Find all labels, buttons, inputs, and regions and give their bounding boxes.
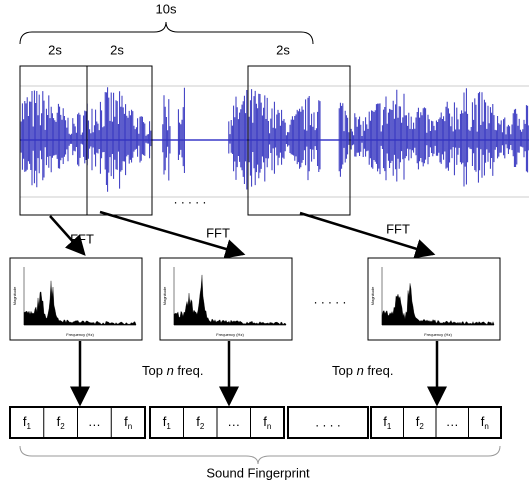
spectrum-y-label: Magnitude bbox=[162, 286, 167, 305]
spectrum-signal bbox=[173, 274, 287, 326]
fft-label: FFT bbox=[70, 231, 94, 246]
text: Top bbox=[332, 363, 357, 378]
window-label: 2s bbox=[48, 42, 62, 57]
arrow bbox=[99, 210, 246, 259]
fingerprint-cell: f1 bbox=[23, 414, 32, 431]
window bbox=[19, 65, 153, 216]
fingerprint-cell: fn bbox=[481, 414, 489, 431]
cell-base: f bbox=[416, 414, 420, 429]
cell-base: f bbox=[481, 414, 485, 429]
spectrum-x-label: Frequency (Hz) bbox=[66, 332, 94, 337]
cell-base: f bbox=[23, 414, 27, 429]
fingerprint-cell: … bbox=[446, 414, 459, 429]
fingerprint-cell: f2 bbox=[57, 414, 66, 431]
window-label: 2s bbox=[110, 42, 124, 57]
cell-sub: 2 bbox=[60, 422, 65, 431]
arrow bbox=[49, 215, 86, 256]
text: freq. bbox=[174, 363, 204, 378]
cell-base: f bbox=[124, 414, 128, 429]
spectrum-signal bbox=[381, 283, 495, 326]
cell-sub: n bbox=[128, 422, 132, 431]
fingerprint-cell: f2 bbox=[196, 414, 205, 431]
fingerprint-cell: … bbox=[88, 414, 101, 429]
spectrum-x-label: Frequency (Hz) bbox=[424, 332, 452, 337]
fingerprint-box bbox=[287, 406, 369, 439]
fingerprint-cell: … bbox=[227, 414, 240, 429]
text: n bbox=[167, 363, 174, 378]
ellipsis: . . . . bbox=[315, 414, 340, 429]
cell-sub: 2 bbox=[200, 422, 205, 431]
cell-base: f bbox=[196, 414, 200, 429]
cell-base: f bbox=[163, 414, 167, 429]
window-label: 2s bbox=[276, 42, 290, 57]
fft-label: FFT bbox=[206, 225, 230, 240]
fingerprint-cell: fn bbox=[263, 414, 271, 431]
fingerprint-bracket bbox=[19, 445, 501, 465]
cell-sub: 2 bbox=[419, 422, 424, 431]
waveform-signal bbox=[19, 87, 529, 192]
cell-base: … bbox=[227, 414, 240, 429]
cell-sub: n bbox=[267, 422, 271, 431]
fingerprint-cell: f2 bbox=[416, 414, 425, 431]
top-label: Top n freq. bbox=[142, 363, 203, 378]
arrows bbox=[49, 210, 447, 407]
footer: Sound Fingerprint bbox=[206, 465, 310, 480]
window bbox=[247, 65, 351, 216]
cell-base: … bbox=[88, 414, 101, 429]
cell-base: f bbox=[57, 414, 61, 429]
fingerprint-cell: f1 bbox=[383, 414, 392, 431]
top-label: Top n freq. bbox=[332, 363, 393, 378]
spectrum-signal bbox=[23, 280, 137, 326]
fingerprint-cell: f1 bbox=[163, 414, 172, 431]
duration-label: 10s bbox=[156, 1, 177, 16]
ellipsis: . . . . . bbox=[174, 191, 207, 206]
fft-label: FFT bbox=[386, 221, 410, 236]
cell-sub: n bbox=[484, 422, 488, 431]
waveform bbox=[19, 85, 529, 198]
spectrum-x-label: Frequency (Hz) bbox=[216, 332, 244, 337]
cell-base: f bbox=[383, 414, 387, 429]
cell-base: … bbox=[446, 414, 459, 429]
text: Top bbox=[142, 363, 167, 378]
spectrum-box bbox=[159, 257, 293, 341]
spectrum-box bbox=[367, 257, 501, 341]
spectrum-box bbox=[9, 257, 143, 341]
arrow bbox=[299, 211, 436, 259]
cell-base: f bbox=[263, 414, 267, 429]
spectrum-y-label: Magnitude bbox=[370, 286, 375, 305]
cell-sub: 1 bbox=[387, 422, 392, 431]
spectrum-y-label: Magnitude bbox=[12, 286, 17, 305]
cell-sub: 1 bbox=[166, 422, 171, 431]
fingerprint-cell: fn bbox=[124, 414, 132, 431]
ellipsis: . . . . . bbox=[314, 291, 347, 306]
duration-bracket bbox=[19, 21, 314, 45]
text: freq. bbox=[364, 363, 394, 378]
text: n bbox=[357, 363, 364, 378]
cell-sub: 1 bbox=[26, 422, 31, 431]
